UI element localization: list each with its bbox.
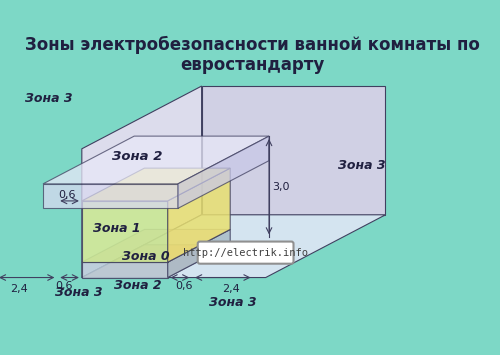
Text: Зона 0: Зона 0 (122, 250, 170, 263)
Text: 3,0: 3,0 (272, 182, 289, 192)
Text: 0,6: 0,6 (58, 190, 76, 200)
Polygon shape (82, 168, 230, 201)
Polygon shape (202, 86, 386, 215)
Text: Зона 3: Зона 3 (209, 296, 257, 308)
Polygon shape (168, 168, 230, 262)
Polygon shape (43, 184, 178, 208)
Polygon shape (168, 229, 230, 278)
Polygon shape (82, 215, 386, 278)
Polygon shape (82, 262, 168, 278)
Polygon shape (43, 136, 269, 184)
Polygon shape (82, 86, 202, 278)
Polygon shape (82, 245, 230, 278)
Text: Зона 3: Зона 3 (338, 159, 386, 172)
Text: Зона 2: Зона 2 (112, 150, 163, 163)
Text: Зона 3: Зона 3 (56, 285, 103, 299)
Text: Зона 3: Зона 3 (25, 92, 72, 105)
Text: 2,4: 2,4 (10, 284, 28, 294)
Polygon shape (178, 136, 269, 208)
Polygon shape (82, 201, 168, 262)
FancyBboxPatch shape (198, 241, 294, 264)
Text: http://electrik.info: http://electrik.info (183, 248, 308, 258)
Text: Зоны электробезопасности ванной комнаты по
евростандарту: Зоны электробезопасности ванной комнаты … (24, 36, 479, 75)
Text: Зона 2: Зона 2 (114, 279, 161, 292)
Text: 2,4: 2,4 (222, 284, 240, 294)
Text: Зона 1: Зона 1 (93, 223, 140, 235)
Text: 0,6: 0,6 (176, 281, 193, 291)
Text: 0,6: 0,6 (56, 281, 73, 291)
Polygon shape (82, 229, 230, 262)
